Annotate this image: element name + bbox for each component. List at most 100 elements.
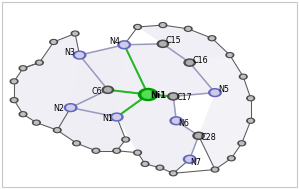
Circle shape xyxy=(135,151,140,154)
Circle shape xyxy=(247,118,254,123)
Circle shape xyxy=(141,161,149,166)
Circle shape xyxy=(73,141,80,146)
Circle shape xyxy=(21,113,25,115)
Circle shape xyxy=(226,53,234,57)
Circle shape xyxy=(122,137,129,142)
Circle shape xyxy=(54,128,61,133)
Circle shape xyxy=(120,42,128,47)
Text: C17: C17 xyxy=(176,93,192,102)
Circle shape xyxy=(248,97,253,100)
Circle shape xyxy=(208,36,216,41)
Circle shape xyxy=(173,118,180,123)
Circle shape xyxy=(186,157,193,162)
Text: Ni1: Ni1 xyxy=(150,91,166,100)
Circle shape xyxy=(248,119,253,122)
Circle shape xyxy=(118,41,130,49)
Circle shape xyxy=(158,166,162,169)
Text: N5: N5 xyxy=(218,85,229,94)
Text: N6: N6 xyxy=(178,119,189,128)
Circle shape xyxy=(138,88,158,101)
Text: N3: N3 xyxy=(64,48,75,57)
Circle shape xyxy=(211,90,219,95)
Circle shape xyxy=(37,61,42,64)
Circle shape xyxy=(186,27,190,30)
Circle shape xyxy=(161,24,165,26)
Circle shape xyxy=(51,41,56,43)
Circle shape xyxy=(238,141,245,146)
Circle shape xyxy=(12,99,16,101)
Circle shape xyxy=(134,25,141,29)
Circle shape xyxy=(160,42,166,46)
Circle shape xyxy=(94,149,98,152)
Circle shape xyxy=(211,167,219,172)
Circle shape xyxy=(156,165,164,170)
Circle shape xyxy=(55,129,60,132)
Circle shape xyxy=(229,157,234,160)
Polygon shape xyxy=(57,108,126,151)
Circle shape xyxy=(74,142,79,145)
Circle shape xyxy=(33,120,40,125)
Circle shape xyxy=(239,142,244,145)
Circle shape xyxy=(228,54,232,57)
Circle shape xyxy=(183,155,196,163)
Circle shape xyxy=(209,89,221,97)
Circle shape xyxy=(12,80,16,83)
Circle shape xyxy=(159,23,167,28)
Polygon shape xyxy=(117,117,199,173)
Polygon shape xyxy=(117,44,215,121)
Circle shape xyxy=(184,59,195,66)
Circle shape xyxy=(19,112,27,117)
Circle shape xyxy=(171,172,176,175)
Circle shape xyxy=(34,121,39,124)
Circle shape xyxy=(142,91,154,98)
Circle shape xyxy=(170,171,177,176)
Circle shape xyxy=(195,134,202,138)
Polygon shape xyxy=(14,33,80,130)
Circle shape xyxy=(19,66,27,71)
Circle shape xyxy=(239,74,247,79)
Circle shape xyxy=(193,132,204,139)
Text: N4: N4 xyxy=(109,36,120,46)
Circle shape xyxy=(73,51,86,59)
Text: N1: N1 xyxy=(102,114,113,123)
Text: C6: C6 xyxy=(91,87,102,96)
Circle shape xyxy=(71,31,79,36)
Circle shape xyxy=(168,93,179,100)
Text: N2: N2 xyxy=(54,104,65,112)
Circle shape xyxy=(170,117,182,125)
Polygon shape xyxy=(71,45,124,117)
Circle shape xyxy=(184,26,192,31)
Circle shape xyxy=(10,98,18,103)
Circle shape xyxy=(123,138,128,141)
Text: C28: C28 xyxy=(201,133,216,142)
Circle shape xyxy=(247,96,254,101)
Text: N7: N7 xyxy=(190,158,202,167)
Circle shape xyxy=(241,75,245,78)
Circle shape xyxy=(115,149,119,152)
Polygon shape xyxy=(138,25,230,63)
Circle shape xyxy=(135,26,140,28)
Circle shape xyxy=(113,115,120,119)
Circle shape xyxy=(21,67,25,70)
Circle shape xyxy=(134,150,141,155)
Circle shape xyxy=(36,60,43,65)
Text: C16: C16 xyxy=(193,56,208,65)
Polygon shape xyxy=(190,55,251,170)
Circle shape xyxy=(73,32,77,35)
Circle shape xyxy=(143,163,147,165)
Circle shape xyxy=(186,60,193,65)
Circle shape xyxy=(102,86,114,93)
Circle shape xyxy=(213,168,217,171)
Circle shape xyxy=(10,79,18,84)
Circle shape xyxy=(105,88,111,92)
Circle shape xyxy=(76,53,83,57)
Circle shape xyxy=(50,40,57,44)
Circle shape xyxy=(228,156,235,161)
Circle shape xyxy=(170,94,177,98)
Circle shape xyxy=(157,40,169,47)
Circle shape xyxy=(210,37,214,40)
Circle shape xyxy=(64,104,77,112)
Circle shape xyxy=(92,148,100,153)
Circle shape xyxy=(111,113,123,121)
Circle shape xyxy=(113,148,120,153)
